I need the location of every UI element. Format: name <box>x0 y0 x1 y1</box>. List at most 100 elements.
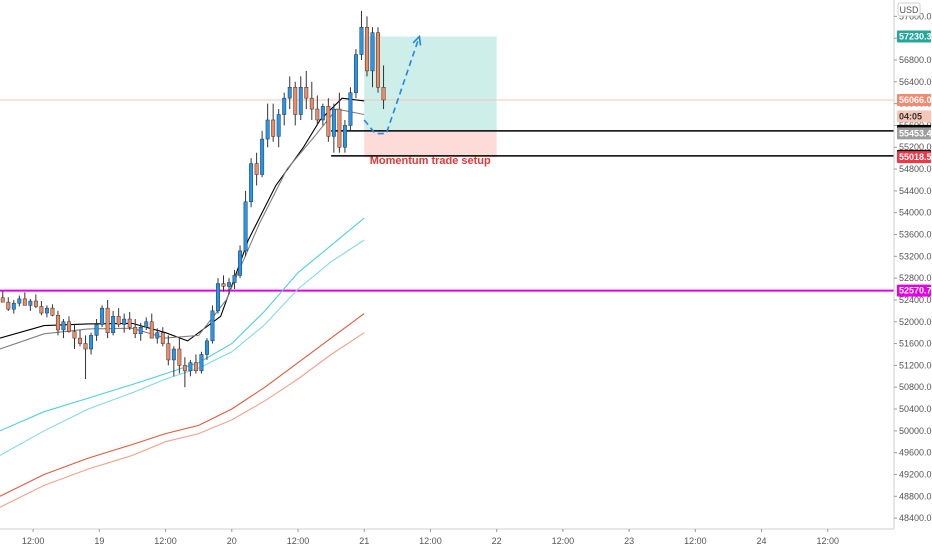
candle-58 <box>320 103 325 126</box>
candle-32 <box>177 338 182 374</box>
candle-body <box>304 87 309 99</box>
candle-body <box>166 343 171 361</box>
y-tick-label: 50400.0 <box>899 404 932 414</box>
x-tick-label: 12:00 <box>419 536 442 546</box>
price-badges: 57230.356066.004:0555499.755453.455042.7… <box>897 30 932 297</box>
candle-body <box>326 106 331 137</box>
candle-body <box>204 340 209 355</box>
candle-66 <box>365 16 369 77</box>
candle-28 <box>155 328 160 344</box>
candle-body <box>370 32 375 72</box>
candle-26 <box>144 317 149 330</box>
y-tick-label: 54000.0 <box>899 208 932 218</box>
candle-body <box>337 108 342 148</box>
y-tick-label: 50800.0 <box>899 382 932 392</box>
candle-4 <box>22 292 27 306</box>
y-tick-label: 49200.0 <box>899 469 932 479</box>
candle-body <box>309 97 314 110</box>
candle-body <box>381 87 386 101</box>
candle-15 <box>83 335 88 380</box>
x-tick-label: 24 <box>757 536 767 546</box>
time-axis-panel <box>0 529 894 550</box>
price-badge-label: 52570.7 <box>899 286 932 296</box>
candle-body <box>293 87 298 115</box>
candle-65 <box>359 10 364 60</box>
x-tick-label: 19 <box>94 536 104 546</box>
candle-13 <box>72 324 77 350</box>
candle-body <box>342 125 347 148</box>
candle-56 <box>309 81 314 120</box>
x-tick-label: 12:00 <box>552 536 575 546</box>
price-badge: 56066.0 <box>897 94 932 107</box>
moving-average-3 <box>0 239 365 456</box>
candle-body <box>94 324 99 336</box>
candle-0 <box>0 291 5 303</box>
candle-body <box>232 275 237 283</box>
y-tick-label: 53200.0 <box>899 251 932 261</box>
candle-9 <box>50 304 55 317</box>
x-tick-label: 22 <box>492 536 502 546</box>
x-axis-ticks: 12:00 19 12:00 20 12:00 21 12:00 22 12:00 23 12:00… <box>22 529 839 546</box>
projection-path <box>363 36 421 135</box>
candle-body <box>6 301 11 310</box>
x-tick-label: 12:00 <box>154 536 177 546</box>
candle-body <box>160 332 165 344</box>
candle-body <box>265 119 270 140</box>
candle-17 <box>94 319 99 341</box>
candle-body <box>22 298 27 306</box>
candle-body <box>210 310 215 342</box>
candle-12 <box>67 316 71 333</box>
price-badge-bg <box>897 127 931 140</box>
candles <box>0 10 386 388</box>
x-tick-label: 21 <box>359 536 369 546</box>
candle-30 <box>166 335 171 366</box>
price-badge-label: 55018.5 <box>899 152 932 162</box>
candle-1 <box>6 297 11 311</box>
moving-average-5 <box>0 332 365 508</box>
candle-40 <box>221 275 226 292</box>
candle-27 <box>149 313 154 339</box>
candle-body <box>55 314 60 331</box>
position-zones <box>364 36 497 158</box>
candle-21 <box>116 308 121 328</box>
candle-61 <box>337 92 342 153</box>
candle-45 <box>249 158 254 208</box>
candle-body <box>271 119 276 137</box>
candle-body <box>100 307 105 325</box>
candle-body <box>78 337 82 344</box>
candle-body <box>89 335 94 350</box>
candle-body <box>72 331 77 339</box>
candle-body <box>353 54 358 93</box>
candle-body <box>28 300 33 306</box>
candle-body <box>227 282 231 287</box>
candle-body <box>67 321 71 332</box>
price-badge: 52570.7 <box>897 284 932 297</box>
candle-8 <box>44 305 49 318</box>
price-badge-label: 56066.0 <box>899 95 932 105</box>
moving-average-4 <box>0 313 365 497</box>
candle-64 <box>353 49 358 99</box>
x-tick-label: 20 <box>227 536 237 546</box>
candle-body <box>182 365 187 372</box>
candle-29 <box>160 327 165 347</box>
candle-body <box>254 163 259 175</box>
candle-body <box>39 306 44 314</box>
candle-20 <box>111 310 116 336</box>
x-tick-label: 12:00 <box>22 536 45 546</box>
candle-49 <box>271 103 276 142</box>
candle-body <box>315 108 320 121</box>
price-badge-bg <box>897 151 931 164</box>
candle-body <box>249 163 254 203</box>
horizontal-lines <box>0 99 894 292</box>
candle-body <box>365 27 369 72</box>
candle-body <box>282 97 287 115</box>
price-badge-label: 57230.3 <box>899 32 932 42</box>
candle-22 <box>122 313 127 333</box>
y-tick-label: 51600.0 <box>899 339 932 349</box>
candle-body <box>287 87 292 99</box>
y-tick-label: 54400.0 <box>899 186 932 196</box>
candle-7 <box>39 301 44 316</box>
candle-38 <box>210 305 215 344</box>
candle-52 <box>287 76 292 110</box>
